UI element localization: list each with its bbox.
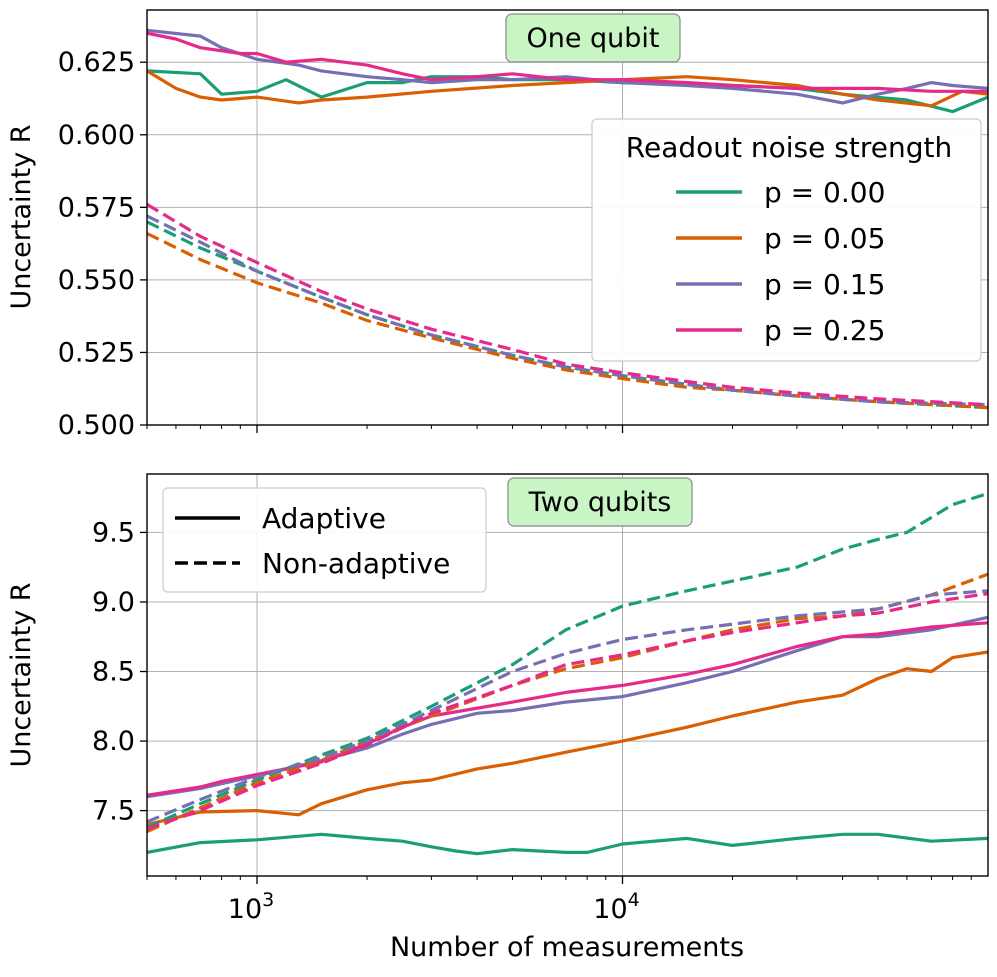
series-line-non-adaptive: [147, 214, 988, 407]
y-tick-label: 0.575: [58, 192, 135, 223]
series-line-adaptive: [147, 31, 988, 93]
x-tick-label: 103: [228, 889, 274, 925]
x-axis-label: Number of measurements: [390, 932, 744, 963]
y-tick-label: 0.525: [58, 337, 135, 368]
y-tick-label: 8.5: [92, 657, 135, 688]
series-line-adaptive: [147, 69, 988, 108]
legend-entry-label: Non-adaptive: [262, 547, 450, 580]
y-tick-label: 7.5: [92, 796, 135, 827]
legend-entry-label: p = 0.05: [764, 222, 885, 255]
axes-frame-two-qubits: [146, 473, 989, 877]
y-tick-label: 9.0: [92, 587, 135, 618]
y-tick-label: 0.550: [58, 265, 135, 296]
series-line-non-adaptive: [147, 491, 988, 829]
y-axis-label-one-qubit: Uncertainty R: [6, 124, 37, 309]
legend-style: Adaptive Non-adaptive: [162, 487, 487, 593]
panel-two-qubits: 7.5 8.0 8.5 9.0 9.5 103 104 Uncertainty R Numb…: [6, 473, 989, 963]
series-line-non-adaptive: [147, 592, 988, 831]
y-axis-label-two-qubits: Uncertainty R: [6, 582, 37, 767]
series-line-adaptive: [147, 832, 988, 856]
legend-entry-label: p = 0.25: [764, 314, 885, 347]
y-tick-label: 9.5: [92, 517, 135, 548]
legend-noise: Readout noise strength p = 0.00 p = 0.05 p…: [591, 118, 982, 362]
panel-title-one-qubit: One qubit: [526, 23, 659, 54]
title-box-two-qubits: Two qubits: [507, 477, 693, 527]
title-box-one-qubit: One qubit: [505, 13, 681, 63]
axes-frame-one-qubit: [146, 9, 989, 426]
series-line-adaptive: [147, 621, 988, 797]
ticks-two-qubits: 7.5 8.0 8.5 9.0 9.5 103 104: [92, 517, 972, 925]
panel-title-two-qubits: Two qubits: [528, 487, 672, 518]
series-one-qubit: [147, 28, 988, 410]
legend-entry-label: Adaptive: [262, 502, 386, 535]
series-line-adaptive: [147, 650, 988, 827]
panel-one-qubit: 0.500 0.525 0.550 0.575 0.600 0.625 Uncertain…: [6, 9, 989, 441]
series-line-non-adaptive: [147, 572, 988, 833]
y-tick-label: 0.625: [58, 47, 135, 78]
series-line-non-adaptive: [147, 203, 988, 407]
y-tick-label: 0.600: [58, 120, 135, 151]
y-tick-label: 8.0: [92, 726, 135, 757]
legend-title: Readout noise strength: [626, 131, 952, 164]
legend-entry-label: p = 0.00: [764, 176, 885, 209]
series-line-non-adaptive: [147, 589, 988, 824]
y-tick-label: 0.500: [58, 410, 135, 441]
series-two-qubits: [147, 491, 988, 856]
ticks-one-qubit: 0.500 0.525 0.550 0.575 0.600 0.625: [58, 47, 972, 441]
x-tick-label: 104: [593, 889, 639, 925]
legend-entry-label: p = 0.15: [764, 268, 885, 301]
